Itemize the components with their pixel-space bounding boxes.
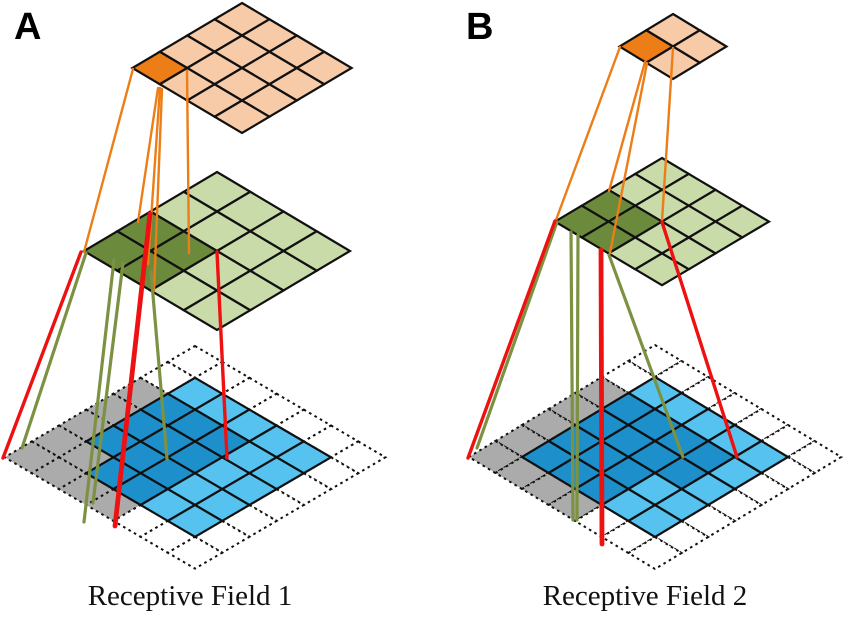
orange-connection-line xyxy=(82,67,135,254)
olive-connection-line xyxy=(575,233,580,522)
panel-a-bottom-input-grid xyxy=(2,344,388,570)
orange-connection-line xyxy=(152,87,164,292)
panel-a-caption: Receptive Field 1 xyxy=(87,580,293,612)
orange-connection-line xyxy=(136,86,160,224)
olive-connection-line xyxy=(569,230,575,522)
panel-b-bottom-input-grid xyxy=(466,343,844,571)
red-connection-line xyxy=(1,250,83,460)
orange-connection-line xyxy=(185,69,191,255)
grid-cell xyxy=(212,99,272,135)
red-connection-line xyxy=(112,211,153,529)
panel-a-label: A xyxy=(14,6,42,48)
orange-connection-line xyxy=(608,61,649,255)
panel-b-label: B xyxy=(466,6,494,48)
olive-connection-line xyxy=(82,258,116,524)
red-connection-line xyxy=(660,220,739,459)
grid-cell xyxy=(165,503,225,539)
panel-b-top-feature-grid xyxy=(617,12,729,81)
olive-connection-line xyxy=(149,270,169,461)
panel-a-top-feature-grid xyxy=(130,1,354,135)
panel-b-connection-lines xyxy=(466,45,739,547)
olive-connection-line xyxy=(607,253,685,459)
panel-b-middle-feature-grid xyxy=(552,156,772,287)
grid-cell xyxy=(165,535,225,570)
olive-connection-line xyxy=(20,251,88,450)
orange-connection-line xyxy=(660,46,675,223)
panel-b-caption: Receptive Field 2 xyxy=(542,580,748,612)
panel-b xyxy=(466,12,844,571)
grid-cell xyxy=(626,535,684,571)
grid-cell xyxy=(181,289,253,332)
panel-a-connection-lines xyxy=(1,67,229,529)
red-connection-line xyxy=(466,219,557,460)
red-connection-line xyxy=(598,247,605,547)
olive-connection-line xyxy=(91,261,125,505)
panel-a xyxy=(1,1,388,570)
grid-cell xyxy=(626,503,684,539)
orange-connection-line xyxy=(607,60,647,193)
red-connection-line xyxy=(215,250,229,460)
orange-connection-line xyxy=(554,45,622,222)
olive-connection-line xyxy=(475,220,559,450)
